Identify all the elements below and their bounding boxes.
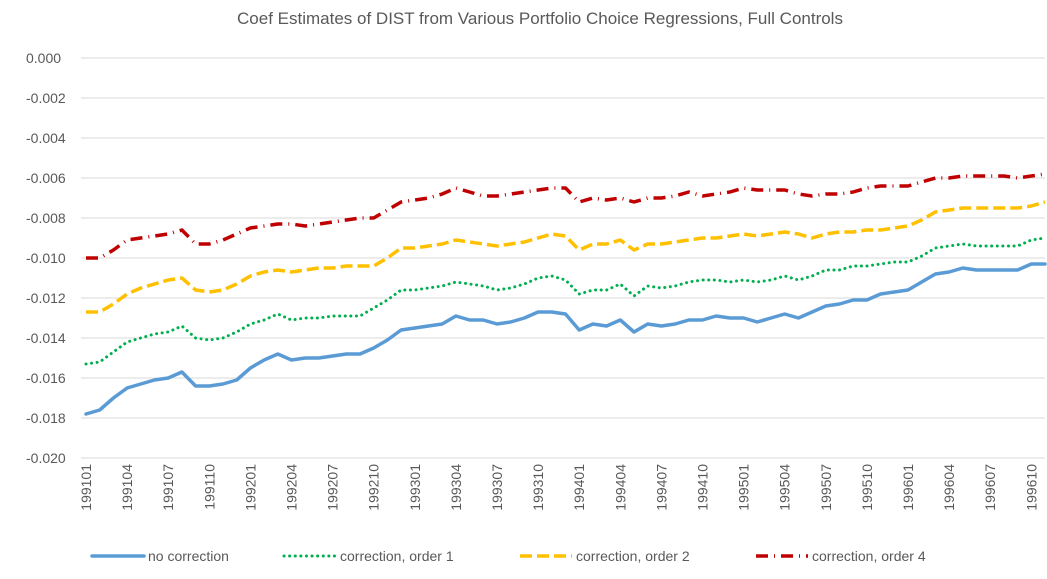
x-tick-label: 199201 [242,464,258,511]
x-tick-label: 199404 [612,464,628,511]
x-tick-label: 199107 [160,464,176,511]
x-tick-label: 199207 [325,464,341,511]
chart-title: Coef Estimates of DIST from Various Port… [237,9,843,28]
y-tick-label: -0.004 [26,130,66,146]
x-tick-label: 199610 [1023,464,1039,511]
x-tick-label: 199607 [982,464,998,511]
legend-label: correction, order 2 [576,548,690,564]
x-tick-label: 199307 [489,464,505,511]
series-line [86,172,1046,260]
series-line [84,236,1047,366]
x-tick-label: 199407 [653,464,669,511]
y-tick-label: 0.000 [26,50,61,66]
x-tick-label: 199210 [366,464,382,511]
x-tick-label: 199104 [119,464,135,511]
y-tick-label: -0.014 [26,330,66,346]
x-tick-label: 199110 [201,464,217,510]
x-tick-label: 199601 [900,464,916,511]
x-tick-label: 199101 [78,464,94,511]
x-tick-label: 199310 [530,464,546,511]
series-line [84,262,1047,416]
x-tick-label: 199510 [859,464,875,511]
y-tick-label: -0.002 [26,90,66,106]
x-tick-label: 199501 [736,464,752,511]
x-tick-label: 199410 [695,464,711,511]
y-tick-label: -0.008 [26,210,66,226]
y-tick-label: -0.016 [26,370,66,386]
x-tick-label: 199301 [407,464,423,511]
legend-label: correction, order 1 [340,548,454,564]
y-tick-label: -0.018 [26,410,66,426]
y-tick-label: -0.010 [26,250,66,266]
x-tick-label: 199507 [818,464,834,511]
y-tick-label: -0.006 [26,170,66,186]
series-line [86,200,1046,314]
y-tick-label: -0.020 [26,450,66,466]
legend-label: no correction [148,548,229,564]
x-tick-label: 199204 [284,464,300,511]
x-tick-label: 199604 [941,464,957,511]
legend-label: correction, order 4 [812,548,926,564]
x-tick-label: 199304 [448,464,464,511]
x-tick-label: 199504 [777,464,793,511]
x-tick-label: 199401 [571,464,587,511]
y-tick-label: -0.012 [26,290,66,306]
